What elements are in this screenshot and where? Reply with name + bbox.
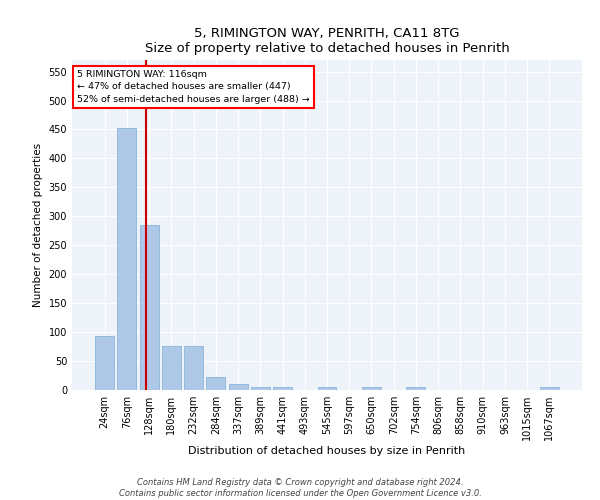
Bar — [184, 346, 203, 390]
X-axis label: Distribution of detached houses by size in Penrith: Distribution of detached houses by size … — [188, 446, 466, 456]
Bar — [362, 387, 381, 390]
Text: Contains HM Land Registry data © Crown copyright and database right 2024.
Contai: Contains HM Land Registry data © Crown c… — [119, 478, 481, 498]
Bar — [317, 387, 337, 390]
Bar — [95, 336, 114, 390]
Bar — [140, 225, 158, 390]
Title: 5, RIMINGTON WAY, PENRITH, CA11 8TG
Size of property relative to detached houses: 5, RIMINGTON WAY, PENRITH, CA11 8TG Size… — [145, 26, 509, 54]
Bar — [206, 378, 225, 390]
Bar — [162, 346, 181, 390]
Bar — [406, 387, 425, 390]
Bar — [251, 386, 270, 390]
Y-axis label: Number of detached properties: Number of detached properties — [33, 143, 43, 307]
Bar — [229, 384, 248, 390]
Bar — [273, 387, 292, 390]
Bar — [118, 128, 136, 390]
Bar — [540, 387, 559, 390]
Text: 5 RIMINGTON WAY: 116sqm
← 47% of detached houses are smaller (447)
52% of semi-d: 5 RIMINGTON WAY: 116sqm ← 47% of detache… — [77, 70, 310, 104]
